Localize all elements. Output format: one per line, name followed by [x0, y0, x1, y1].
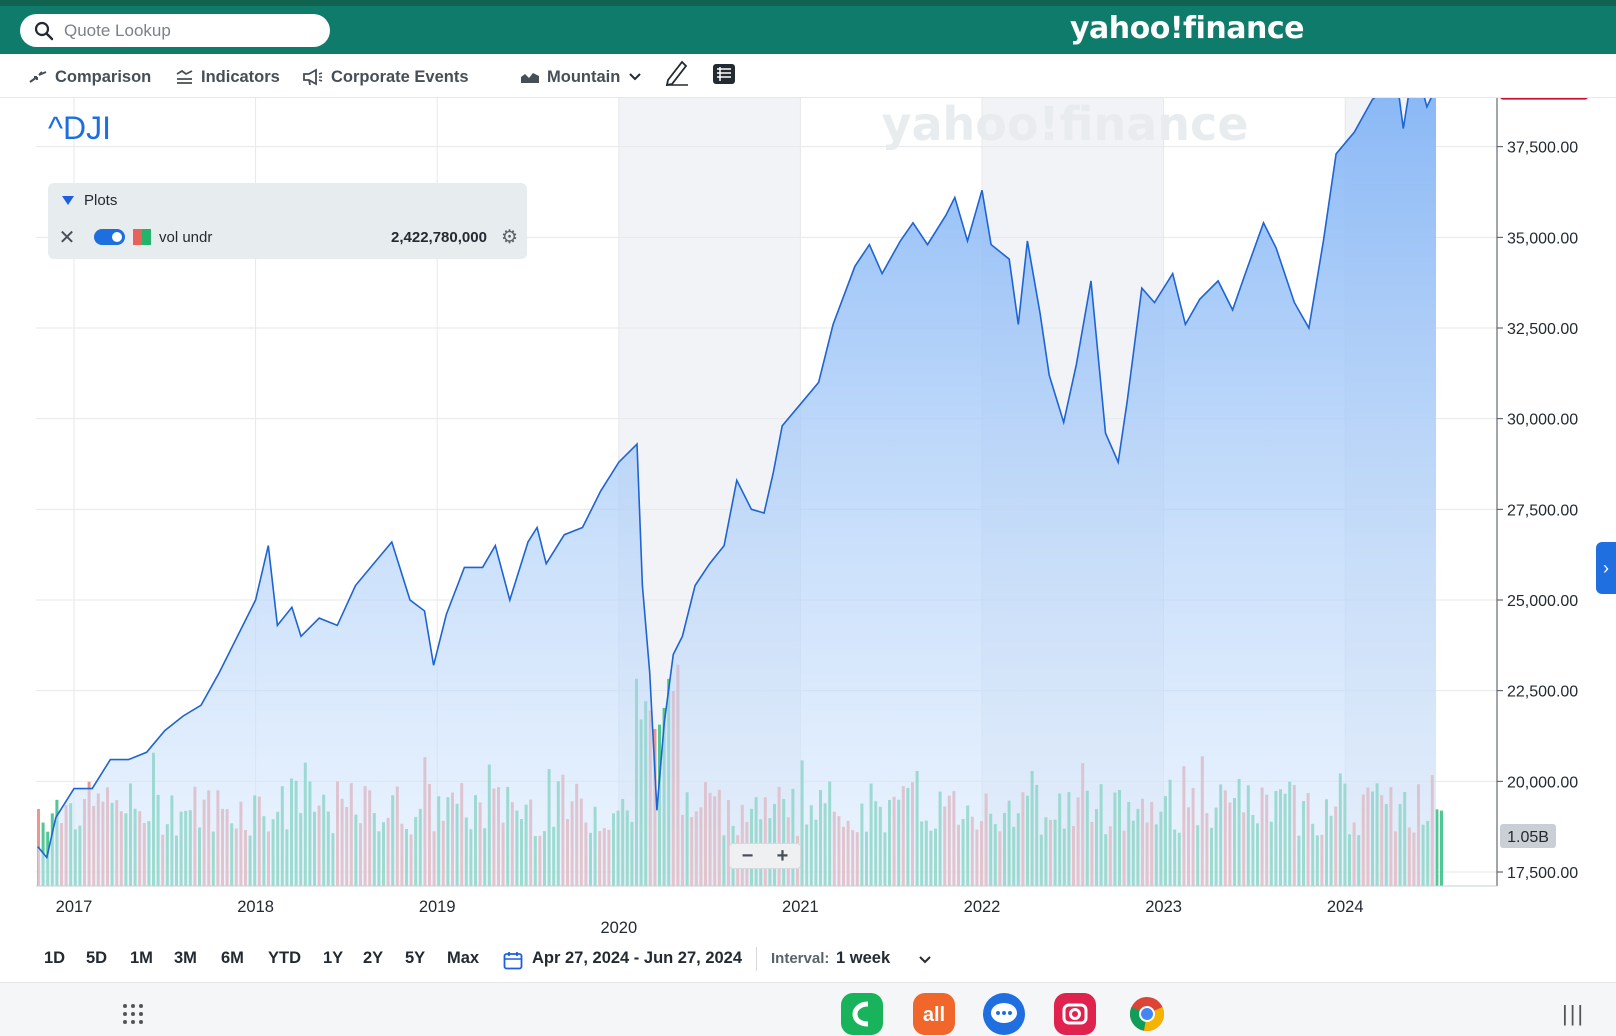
y-tick-label: 22,500.00: [1507, 684, 1578, 701]
calendar-icon[interactable]: [503, 951, 523, 970]
volume-scale-badge: [1500, 824, 1556, 848]
pencil-icon: [665, 60, 688, 86]
yahoo-finance-logo: yahoo!finance: [1070, 11, 1304, 46]
x-tick-label: 2020: [600, 919, 637, 937]
period-5d[interactable]: 5D: [86, 949, 108, 967]
y-tick-label: 37,500.00: [1507, 140, 1578, 157]
plots-label: Plots: [84, 192, 118, 209]
x-tick-label: 2019: [419, 898, 456, 916]
chevron-right-icon[interactable]: ›: [1596, 542, 1616, 594]
period-2y[interactable]: 2Y: [363, 949, 384, 967]
x-tick-label: 2021: [782, 898, 819, 916]
x-tick-label: 2024: [1327, 898, 1364, 916]
interval-value[interactable]: 1 week: [836, 949, 891, 967]
header-bar: Quote Lookup yahoo!finance: [0, 0, 1616, 54]
volume-bar: [1435, 809, 1439, 886]
plot-row-vol-undr: ✕ vol undr 2,422,780,000 ⚙: [58, 225, 518, 249]
price-line: [37, 98, 1432, 860]
chevron-down-icon[interactable]: [918, 949, 932, 969]
volume-swatch: [133, 229, 151, 245]
period-1m[interactable]: 1M: [130, 949, 153, 967]
table-view-button[interactable]: [712, 62, 743, 86]
y-tick-label: 27,500.00: [1507, 502, 1578, 519]
y-tick-label: 17,500.00: [1507, 865, 1578, 882]
chrome-app-icon[interactable]: [1126, 993, 1168, 1035]
y-tick-label: 30,000.00: [1507, 412, 1578, 429]
system-nav-bar: all |||: [0, 982, 1616, 1036]
period-ytd[interactable]: YTD: [268, 949, 301, 967]
comparison-label: Comparison: [55, 67, 152, 86]
triangle-down-icon: [62, 196, 74, 205]
indicators-label: Indicators: [201, 67, 280, 86]
x-tick-label: 2023: [1145, 898, 1182, 916]
search-input[interactable]: Quote Lookup: [20, 14, 330, 47]
period-max[interactable]: Max: [447, 949, 480, 967]
comparison-icon: [29, 71, 47, 83]
indicator-value: 2,422,780,000: [391, 228, 487, 246]
price-chart[interactable]: 40,000.0037,500.0035,000.0032,500.0030,0…: [0, 98, 1616, 944]
svg-text:all: all: [923, 1004, 945, 1026]
period-bar: 1D 5D 1M 3M 6M YTD 1Y 2Y 5Y Max Apr 27, …: [0, 944, 1616, 976]
phone-app-icon[interactable]: [841, 993, 883, 1035]
minus-icon[interactable]: −: [741, 844, 754, 867]
plus-icon[interactable]: +: [776, 844, 789, 867]
current-price-badge: [1500, 98, 1588, 100]
date-range[interactable]: Apr 27, 2024 - Jun 27, 2024: [532, 949, 743, 967]
y-tick-label: 25,000.00: [1507, 593, 1578, 610]
y-tick-label: 35,000.00: [1507, 230, 1578, 247]
period-1y[interactable]: 1Y: [323, 949, 344, 967]
chart-type-dropdown[interactable]: Mountain: [520, 65, 649, 89]
plots-panel: Plots ✕ vol undr 2,422,780,000 ⚙: [48, 183, 527, 259]
period-5y[interactable]: 5Y: [405, 949, 426, 967]
price-area: [37, 98, 1436, 886]
chart-type-label: Mountain: [547, 67, 621, 86]
close-icon[interactable]: ✕: [58, 226, 76, 249]
chart-toolbar: Comparison Indicators Corporate Events M…: [0, 54, 1616, 98]
corporate-events-button[interactable]: Corporate Events: [302, 65, 469, 89]
corporate-events-label: Corporate Events: [331, 67, 469, 86]
indicators-icon: [176, 69, 193, 84]
messages-app-icon[interactable]: [983, 993, 1025, 1035]
search-placeholder: Quote Lookup: [64, 20, 171, 40]
table-icon: [713, 64, 735, 84]
mountain-icon: [521, 73, 539, 83]
divider: [756, 947, 757, 971]
search-icon: [34, 21, 54, 40]
zoom-controls: − +: [729, 843, 801, 869]
all-app-icon[interactable]: all: [913, 993, 955, 1035]
chevron-down-icon: [629, 73, 642, 81]
x-tick-label: 2017: [56, 898, 93, 916]
watermark: yahoo!finance: [881, 98, 1248, 151]
app-grid-icon[interactable]: [122, 1003, 144, 1025]
x-tick-label: 2018: [237, 898, 274, 916]
period-3m[interactable]: 3M: [174, 949, 197, 967]
plots-header[interactable]: Plots: [62, 192, 117, 209]
y-tick-label: 20,000.00: [1507, 774, 1578, 791]
volume-scale-label: 1.05B: [1507, 829, 1549, 846]
draw-button[interactable]: [664, 60, 697, 86]
megaphone-icon: [303, 68, 323, 86]
period-1d[interactable]: 1D: [44, 949, 66, 967]
chart-title: ^DJI: [48, 110, 111, 146]
gear-icon[interactable]: ⚙: [500, 226, 518, 248]
recents-icon[interactable]: |||: [1562, 1001, 1586, 1026]
indicator-name: vol undr: [159, 228, 213, 246]
volume-bar: [1440, 810, 1443, 886]
y-tick-label: 32,500.00: [1507, 321, 1578, 338]
comparison-button[interactable]: Comparison: [28, 65, 151, 89]
camera-app-icon[interactable]: [1054, 993, 1096, 1035]
period-6m[interactable]: 6M: [221, 949, 244, 967]
x-tick-label: 2022: [964, 898, 1001, 916]
plot-visibility-toggle[interactable]: [94, 229, 125, 245]
interval-label: Interval:: [771, 950, 830, 967]
indicators-button[interactable]: Indicators: [176, 65, 280, 89]
